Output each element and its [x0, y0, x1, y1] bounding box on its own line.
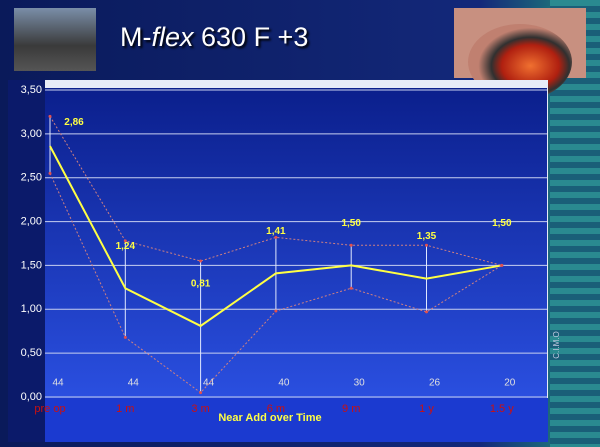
count-label: 30 — [354, 378, 366, 389]
y-tick-label: 0,50 — [21, 347, 42, 359]
y-tick-label: 3,00 — [21, 128, 42, 140]
y-tick-label: 1,50 — [21, 259, 42, 271]
bound-point — [199, 391, 203, 395]
value-label: 0,81 — [191, 279, 211, 290]
bound-point — [349, 243, 353, 247]
bound-point — [349, 286, 353, 290]
count-label: 44 — [128, 378, 140, 389]
value-label: 1,41 — [266, 226, 286, 237]
bound-point — [274, 309, 278, 313]
x-axis-label: Near Add over Time — [218, 412, 321, 424]
bound-point — [48, 114, 52, 118]
count-label: 44 — [52, 378, 64, 389]
plot-area — [45, 88, 547, 398]
x-tick-label: pre op — [34, 403, 65, 415]
bound-point — [425, 243, 428, 247]
axis-panel — [45, 398, 548, 442]
count-label: 26 — [429, 378, 441, 389]
title-part: flex — [151, 22, 194, 52]
y-tick-label: 2,50 — [21, 172, 42, 184]
watermark: C.I.M.O — [552, 331, 561, 359]
y-tick-label: 0,00 — [21, 391, 42, 403]
bound-point — [274, 235, 278, 239]
y-tick-label: 2,00 — [21, 215, 42, 227]
mean-line — [49, 145, 502, 328]
y-tick-label: 1,00 — [21, 303, 42, 315]
count-label: 40 — [278, 378, 290, 389]
count-label: 44 — [203, 378, 215, 389]
photo-building — [14, 8, 96, 71]
x-tick-label: 6 m — [267, 403, 285, 415]
title-part: 630 F +3 — [193, 22, 309, 52]
value-label: 1,24 — [116, 241, 136, 252]
value-label: 1,50 — [341, 218, 361, 229]
bound-point — [123, 335, 127, 339]
bound-point — [199, 259, 203, 263]
bound-point — [425, 310, 428, 314]
value-label: 1,50 — [492, 218, 512, 229]
bound-point — [48, 171, 52, 175]
bound-point — [500, 263, 504, 267]
y-tick-label: 3,50 — [21, 84, 42, 96]
bound-point — [123, 239, 127, 243]
x-tick-label: 1 y — [419, 403, 434, 415]
value-label: 1,35 — [417, 231, 437, 242]
x-tick-label: 9 m — [342, 403, 360, 415]
x-tick-label: 3 m — [191, 403, 209, 415]
x-tick-label: 1.5 y — [490, 403, 514, 415]
chart-title: M-flex 630 F +3 — [120, 22, 308, 53]
value-label: 2,86 — [64, 117, 84, 128]
x-tick-label: 1 m — [116, 403, 134, 415]
count-label: 20 — [504, 378, 516, 389]
axis-panel — [8, 80, 45, 442]
title-part: M- — [120, 22, 152, 52]
